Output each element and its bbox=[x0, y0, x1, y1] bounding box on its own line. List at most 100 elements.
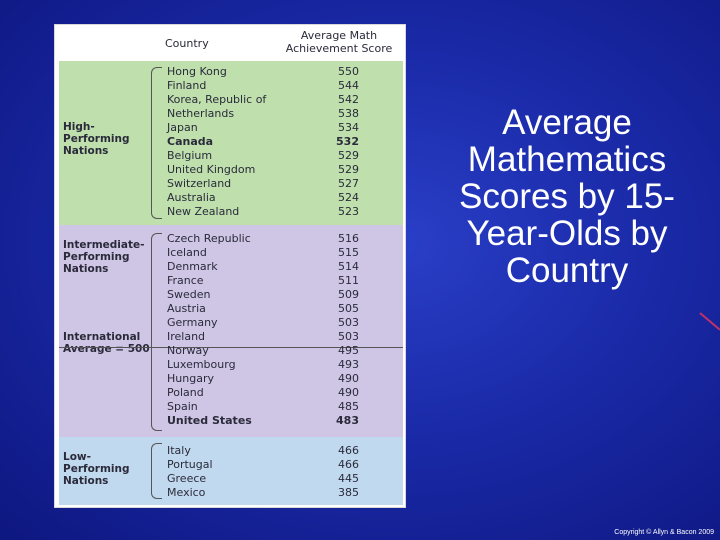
high-performing-band bbox=[59, 61, 403, 225]
country-name: United Kingdom bbox=[167, 163, 256, 176]
average-divider-line bbox=[59, 347, 403, 348]
decorative-streak bbox=[699, 312, 720, 331]
table-row: France 511 bbox=[167, 274, 407, 288]
average-label-line: International bbox=[63, 331, 141, 343]
table-row: Switzerland 527 bbox=[167, 177, 407, 191]
country-name: Poland bbox=[167, 386, 204, 399]
country-name: Hungary bbox=[167, 372, 214, 385]
score-value: 538 bbox=[338, 107, 359, 120]
score-value: 503 bbox=[338, 316, 359, 329]
table-row: Greece 445 bbox=[167, 472, 407, 486]
average-label-line: Average = 500 bbox=[63, 343, 150, 355]
scores-table-image: Country Average Math Achievement Score H… bbox=[54, 24, 406, 508]
group-label-line: Nations bbox=[63, 145, 109, 157]
table-row: Belgium 529 bbox=[167, 149, 407, 163]
score-value: 466 bbox=[338, 458, 359, 471]
table-row: Austria 505 bbox=[167, 302, 407, 316]
score-value: 529 bbox=[338, 149, 359, 162]
score-value: 505 bbox=[338, 302, 359, 315]
table-row: Sweden 509 bbox=[167, 288, 407, 302]
table-row: Korea, Republic of 542 bbox=[167, 93, 407, 107]
group-label-high: High- Performing Nations bbox=[63, 121, 153, 157]
table-row: Portugal 466 bbox=[167, 458, 407, 472]
score-value: 385 bbox=[338, 486, 359, 499]
score-value: 511 bbox=[338, 274, 359, 287]
score-value: 493 bbox=[338, 358, 359, 371]
table-row: Norway 495 bbox=[167, 344, 407, 358]
score-value: 516 bbox=[338, 232, 359, 245]
country-name: Sweden bbox=[167, 288, 211, 301]
group-label-line: Performing bbox=[63, 463, 130, 475]
table-row: United States 483 bbox=[167, 414, 407, 428]
country-name: Switzerland bbox=[167, 177, 232, 190]
group-label-line: Intermediate- bbox=[63, 239, 145, 251]
country-name: Portugal bbox=[167, 458, 213, 471]
score-value: 483 bbox=[336, 414, 359, 427]
table-row: Mexico 385 bbox=[167, 486, 407, 500]
country-name: Czech Republic bbox=[167, 232, 251, 245]
table-row: Ireland 503 bbox=[167, 330, 407, 344]
column-header-country: Country bbox=[165, 37, 209, 50]
table-row: Iceland 515 bbox=[167, 246, 407, 260]
score-value: 503 bbox=[338, 330, 359, 343]
column-header-score: Average Math Achievement Score bbox=[279, 29, 399, 55]
score-value: 514 bbox=[338, 260, 359, 273]
table-row: Germany 503 bbox=[167, 316, 407, 330]
international-average-label: International Average = 500 bbox=[63, 331, 153, 355]
score-value: 515 bbox=[338, 246, 359, 259]
score-value: 445 bbox=[338, 472, 359, 485]
group-label-line: Nations bbox=[63, 263, 109, 275]
country-name: Greece bbox=[167, 472, 207, 485]
intermediate-performing-band bbox=[59, 225, 403, 437]
group-label-intermediate: Intermediate- Performing Nations bbox=[63, 239, 153, 275]
group-label-line: Low- bbox=[63, 451, 91, 463]
table-row: Poland 490 bbox=[167, 386, 407, 400]
score-value: 529 bbox=[338, 163, 359, 176]
score-value: 523 bbox=[338, 205, 359, 218]
country-name: Iceland bbox=[167, 246, 207, 259]
score-value: 490 bbox=[338, 386, 359, 399]
country-name: Ireland bbox=[167, 330, 206, 343]
table-row: Hungary 490 bbox=[167, 372, 407, 386]
score-value: 534 bbox=[338, 121, 359, 134]
score-value: 524 bbox=[338, 191, 359, 204]
score-value: 527 bbox=[338, 177, 359, 190]
slide-title: Average Mathematics Scores by 15-Year-Ol… bbox=[459, 103, 675, 290]
country-name: Korea, Republic of bbox=[167, 93, 267, 106]
group-label-line: Nations bbox=[63, 475, 109, 487]
column-header-score-line2: Achievement Score bbox=[285, 42, 393, 55]
country-name: Belgium bbox=[167, 149, 213, 162]
score-value: 485 bbox=[338, 400, 359, 413]
country-name: United States bbox=[167, 414, 252, 427]
table-row: Denmark 514 bbox=[167, 260, 407, 274]
table-row: Czech Republic 516 bbox=[167, 232, 407, 246]
score-value: 544 bbox=[338, 79, 359, 92]
table-row: Hong Kong 550 bbox=[167, 65, 407, 79]
country-name: Italy bbox=[167, 444, 191, 457]
country-name: Australia bbox=[167, 191, 216, 204]
country-name: Mexico bbox=[167, 486, 206, 499]
score-value: 550 bbox=[338, 65, 359, 78]
country-name: Luxembourg bbox=[167, 358, 236, 371]
country-name: Netherlands bbox=[167, 107, 235, 120]
score-value: 466 bbox=[338, 444, 359, 457]
low-performing-band bbox=[59, 437, 403, 505]
country-name: Germany bbox=[167, 316, 218, 329]
table-row: Spain 485 bbox=[167, 400, 407, 414]
country-name: Austria bbox=[167, 302, 206, 315]
table-row: United Kingdom 529 bbox=[167, 163, 407, 177]
table-row: Japan 534 bbox=[167, 121, 407, 135]
country-name: Norway bbox=[167, 344, 209, 357]
brace-intermediate bbox=[151, 233, 162, 431]
brace-low bbox=[151, 443, 162, 499]
country-name: New Zealand bbox=[167, 205, 240, 218]
group-label-line: Performing bbox=[63, 251, 130, 263]
table-row: Finland 544 bbox=[167, 79, 407, 93]
country-name: Hong Kong bbox=[167, 65, 227, 78]
country-name: Japan bbox=[167, 121, 198, 134]
group-label-line: High- bbox=[63, 121, 95, 133]
score-value: 509 bbox=[338, 288, 359, 301]
country-name: Canada bbox=[167, 135, 214, 148]
country-name: Finland bbox=[167, 79, 207, 92]
table-row: Canada 532 bbox=[167, 135, 407, 149]
